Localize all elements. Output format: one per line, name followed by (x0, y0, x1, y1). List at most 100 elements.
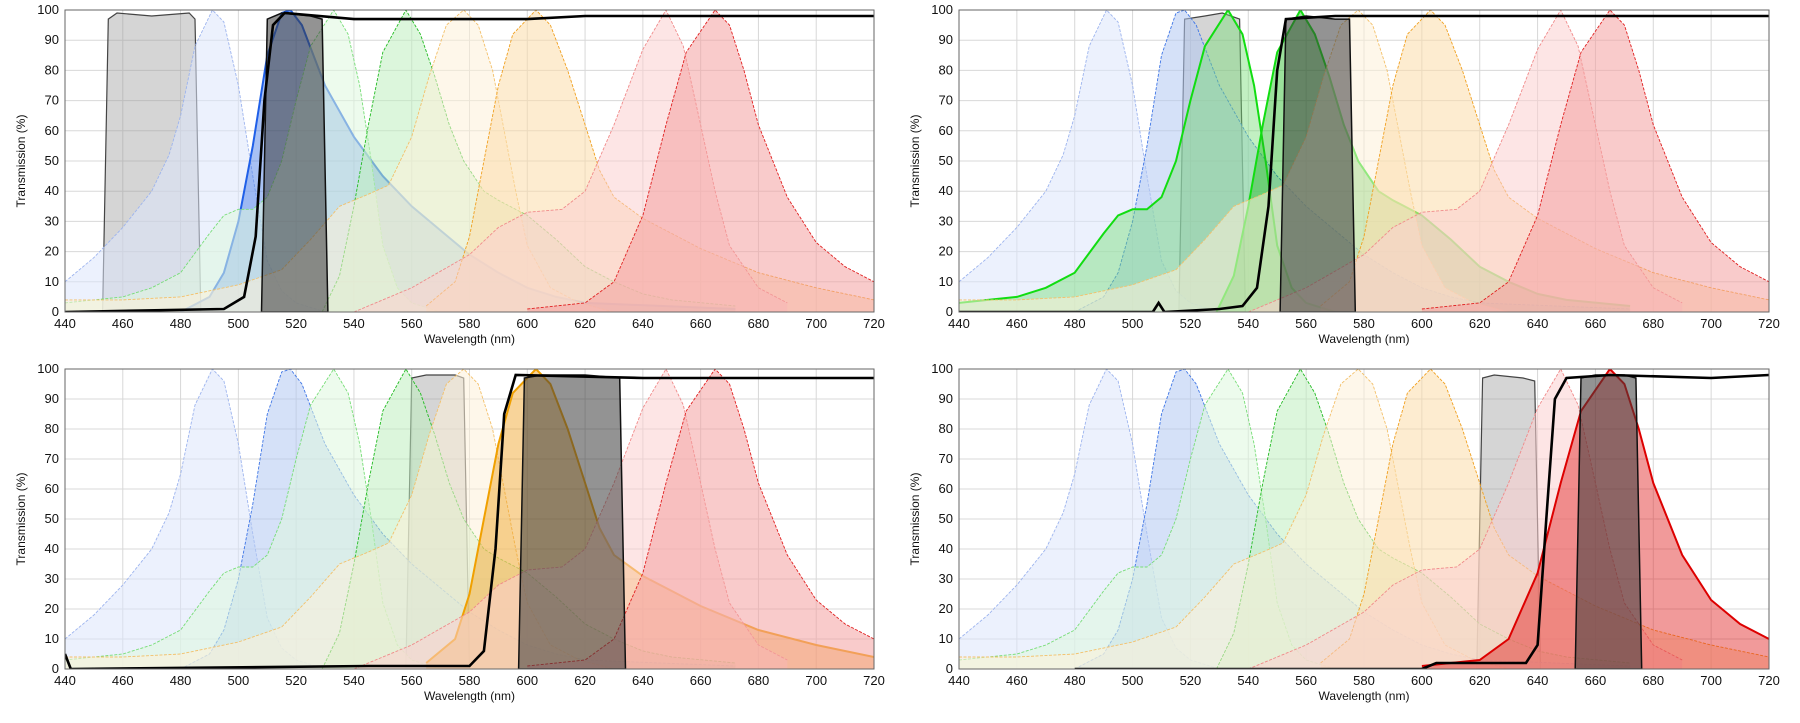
x-tick-label: 540 (1237, 673, 1259, 688)
x-tick-label: 540 (343, 316, 365, 331)
x-tick-label: 600 (1411, 316, 1433, 331)
chart-panel-1: 440 460 480 500 520 540 560 580 600 620 640 660 680 7… (14, 2, 885, 346)
x-tick-label: 440 (948, 673, 970, 688)
dye-spectrum-line-648 (1248, 369, 1683, 669)
y-tick-label: 20 (45, 601, 59, 616)
x-tick-label: 600 (516, 316, 538, 331)
y-tick-label: 80 (939, 421, 953, 436)
x-tick-label: 720 (863, 316, 885, 331)
y-tick-label: 10 (939, 274, 953, 289)
x-tick-label: 680 (1642, 316, 1664, 331)
y-tick-label: 0 (946, 304, 953, 319)
x-tick-label: 680 (1642, 673, 1664, 688)
y-axis-label: Transmission (%) (14, 473, 28, 566)
x-tick-label: 580 (459, 316, 481, 331)
y-tick-label: 60 (45, 481, 59, 496)
dye-spectrum-line-603 (1320, 369, 1769, 664)
x-tick-label: 480 (170, 316, 192, 331)
x-tick-label: 520 (285, 673, 307, 688)
y-tick-label: 50 (939, 511, 953, 526)
dichroic-mirror-line (65, 11, 874, 312)
y-axis-label: Transmission (%) (14, 115, 28, 208)
y-tick-label: 20 (939, 601, 953, 616)
y-tick-label: 100 (37, 2, 59, 17)
x-tick-label: 700 (1700, 673, 1722, 688)
chart-panel-3: 440 460 480 500 520 540 560 580 600 620 640 660 680 7… (14, 361, 885, 703)
y-tick-label: 0 (52, 304, 59, 319)
x-tick-label: 460 (112, 673, 134, 688)
x-axis-label: Wavelength (nm) (424, 332, 515, 346)
x-tick-label: 540 (1237, 316, 1259, 331)
x-tick-label: 540 (343, 673, 365, 688)
y-tick-label: 100 (931, 361, 953, 376)
y-tick-label: 50 (939, 153, 953, 168)
x-tick-label: 440 (54, 316, 76, 331)
y-tick-label: 50 (45, 153, 59, 168)
x-tick-label: 600 (516, 673, 538, 688)
dichroic-mirror-line (959, 14, 1769, 312)
x-axis-label: Wavelength (nm) (1319, 689, 1410, 703)
x-tick-label: 660 (690, 316, 712, 331)
y-tick-label: 30 (45, 213, 59, 228)
x-tick-label: 480 (1064, 673, 1086, 688)
x-tick-label: 700 (805, 316, 827, 331)
x-tick-label: 660 (1585, 673, 1607, 688)
y-tick-label: 30 (939, 213, 953, 228)
y-axis-label: Transmission (%) (908, 473, 922, 566)
x-tick-label: 640 (632, 673, 654, 688)
y-tick-label: 60 (45, 123, 59, 138)
dye-spectrum-fill-665 (1421, 10, 1769, 312)
y-tick-label: 80 (45, 62, 59, 77)
plot-frame (64, 9, 875, 313)
y-tick-label: 100 (931, 2, 953, 17)
plot-series (65, 369, 874, 669)
x-tick-label: 560 (1295, 316, 1317, 331)
emission-filter-band (1279, 15, 1357, 312)
emission-filter-band (517, 374, 627, 669)
x-tick-label: 680 (748, 316, 770, 331)
x-axis-label: Wavelength (nm) (424, 689, 515, 703)
x-tick-label: 480 (1064, 316, 1086, 331)
x-tick-label: 620 (1469, 316, 1491, 331)
dye-spectrum-line-665 (527, 10, 874, 310)
y-tick-label: 10 (939, 631, 953, 646)
y-tick-label: 70 (939, 451, 953, 466)
x-tick-label: 700 (1700, 316, 1722, 331)
y-tick-label: 100 (37, 361, 59, 376)
dye-spectrum-line-603 (1320, 10, 1769, 307)
x-tick-label: 460 (1006, 673, 1028, 688)
y-tick-label: 90 (45, 32, 59, 47)
dichroic-mirror-line (1074, 373, 1769, 669)
y-tick-label: 60 (939, 481, 953, 496)
dichroic-mirror-line (65, 373, 874, 669)
x-tick-label: 480 (170, 673, 192, 688)
x-tick-label: 520 (285, 316, 307, 331)
y-tick-label: 50 (45, 511, 59, 526)
y-tick-label: 40 (45, 541, 59, 556)
x-tick-label: 560 (1295, 673, 1317, 688)
x-tick-label: 580 (1353, 673, 1375, 688)
plot-series (959, 369, 1769, 669)
x-tick-label: 620 (574, 316, 596, 331)
dye-spectrum-fill-578 (65, 369, 614, 669)
y-tick-label: 80 (939, 62, 953, 77)
x-tick-label: 720 (1758, 673, 1780, 688)
y-tick-label: 70 (939, 93, 953, 108)
x-tick-label: 560 (401, 316, 423, 331)
dye-spectrum-fill-665 (527, 10, 874, 312)
y-tick-label: 90 (939, 32, 953, 47)
x-tick-label: 680 (748, 673, 770, 688)
y-tick-label: 20 (939, 244, 953, 259)
plot-series (65, 10, 874, 312)
x-tick-label: 580 (1353, 316, 1375, 331)
x-tick-label: 500 (228, 673, 250, 688)
x-tick-label: 560 (401, 673, 423, 688)
emission-filter-band (1574, 374, 1643, 669)
plot-frame (958, 9, 1770, 313)
dye-spectrum-line-665 (1421, 10, 1769, 310)
y-tick-label: 10 (45, 631, 59, 646)
y-tick-label: 90 (45, 391, 59, 406)
x-tick-label: 440 (54, 673, 76, 688)
y-tick-label: 70 (45, 451, 59, 466)
